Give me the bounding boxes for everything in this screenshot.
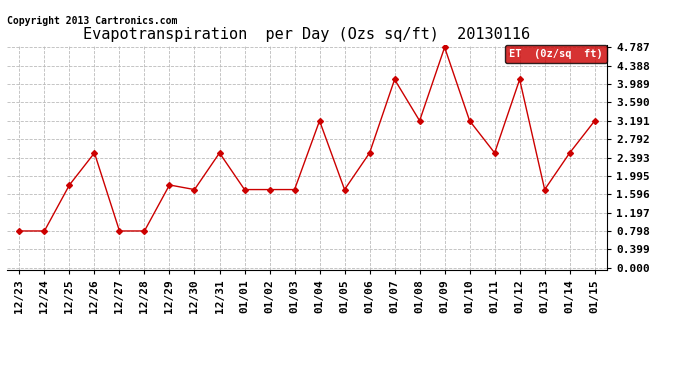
- Title: Evapotranspiration  per Day (Ozs sq/ft)  20130116: Evapotranspiration per Day (Ozs sq/ft) 2…: [83, 27, 531, 42]
- Text: Copyright 2013 Cartronics.com: Copyright 2013 Cartronics.com: [7, 16, 177, 26]
- Legend: ET  (0z/sq  ft): ET (0z/sq ft): [505, 45, 607, 63]
